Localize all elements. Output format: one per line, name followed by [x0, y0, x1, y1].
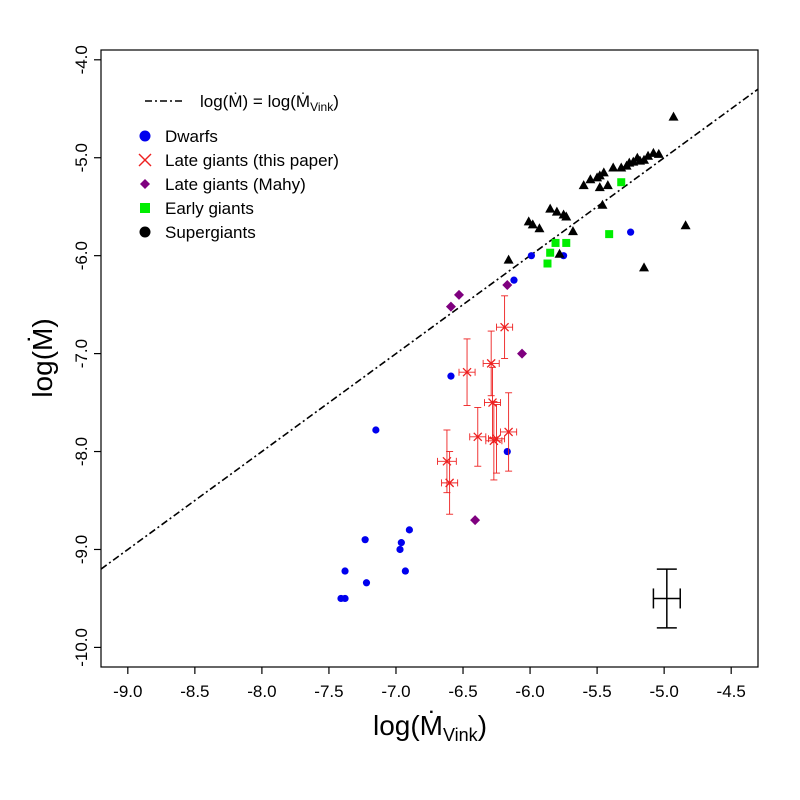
supergiants-point [680, 220, 691, 230]
legend-item-dwarfs: Dwarfs [139, 127, 218, 146]
late-giants-mahy-point [445, 301, 456, 312]
x-tick-label: -8.0 [247, 682, 276, 701]
supergiants-point [608, 162, 619, 172]
y-tick-label: -8.0 [72, 437, 91, 466]
y-axis-title: log(Ṁ) [27, 318, 58, 397]
legend-label: Supergiants [165, 223, 256, 242]
y-tick-label: -6.0 [72, 241, 91, 270]
early-giants-point [551, 238, 560, 247]
dwarfs-point [361, 536, 369, 544]
dwarfs-point [503, 447, 511, 456]
dwarfs-point [627, 228, 635, 236]
data-points [337, 111, 691, 603]
x-tick-label: -9.0 [113, 682, 142, 701]
y-tick-label: -10.0 [72, 628, 91, 667]
plot-frame [100, 49, 759, 668]
dwarfs-point [447, 372, 455, 380]
legend-label: Early giants [165, 199, 254, 218]
supergiants-point [594, 182, 605, 192]
early-giants-point [605, 230, 614, 239]
early-giants-point [543, 259, 552, 268]
dwarfs-point [396, 545, 404, 554]
supergiants-point [561, 211, 572, 221]
legend-line-label: log(Ṁ) = log(ṀVink) [200, 92, 339, 114]
legend-marker [140, 203, 150, 213]
y-axis: -4.0 -5.0 -6.0 -7.0 -8.0 -9.0 -10.0 [72, 45, 101, 667]
x-tick-label: -6.0 [515, 682, 544, 701]
supergiants-point [597, 199, 608, 209]
dwarfs-point [341, 567, 349, 575]
x-tick-label: -5.5 [582, 682, 611, 701]
x-tick-label: -6.5 [448, 682, 477, 701]
dwarfs-point [405, 526, 413, 534]
late-giants-this-paper-point [492, 434, 502, 444]
supergiants-point [534, 223, 545, 233]
legend-marker [140, 179, 150, 189]
late-giants-this-paper-point [488, 398, 497, 408]
dwarfs-point [362, 579, 371, 587]
late-giants-this-paper-point [486, 358, 496, 368]
typical-error-bar [652, 568, 681, 629]
supergiants-point [503, 254, 514, 264]
legend-label: Late giants (Mahy) [165, 175, 306, 194]
late-giants-mahy-point [453, 289, 464, 300]
legend-entries: Dwarfs Late giants (this paper) Late giant… [138, 127, 339, 242]
legend-item-late-giants-this-paper: Late giants (this paper) [138, 151, 339, 170]
supergiants-point [602, 180, 613, 190]
legend-item-late-giants-mahy: Late giants (Mahy) [140, 175, 306, 194]
supergiants-point [639, 262, 650, 272]
late-giants-mahy-point [502, 280, 513, 291]
legend-marker [139, 226, 151, 238]
legend: log(Ṁ) = log(ṀVink) Dwarfs Late giants (t… [138, 92, 339, 242]
x-tick-label: -7.0 [381, 682, 410, 701]
legend-item-supergiants: Supergiants [139, 223, 256, 242]
legend-label: Dwarfs [165, 127, 218, 146]
legend-marker [138, 153, 152, 167]
early-giants-point [562, 238, 571, 247]
early-giants-point [546, 248, 555, 257]
x-axis-title: log(ṀVink) [373, 710, 487, 745]
dwarfs-point [341, 594, 349, 603]
y-tick-label: -7.0 [72, 339, 91, 368]
dwarfs-point [372, 426, 380, 434]
early-giants-point [617, 178, 626, 187]
supergiants-point [567, 226, 578, 236]
x-axis: -9.0 -8.5 -8.0 -7.5 -7.0 -6.5 -6.0 -5.5 -5.0 -4.5 [113, 667, 746, 701]
y-tick-label: -9.0 [72, 535, 91, 564]
supergiants-point [653, 148, 664, 158]
late-giants-this-paper-point [462, 367, 472, 377]
late-giants-this-paper-point [445, 478, 455, 488]
y-tick-label: -4.0 [72, 45, 91, 74]
dwarfs-point [510, 276, 518, 284]
late-giants-this-paper-point [504, 427, 514, 437]
supergiants-point [598, 167, 609, 177]
supergiants-point [578, 180, 589, 190]
late-giants-mahy-point [517, 348, 528, 359]
dwarfs-point [401, 567, 409, 575]
late-giants-mahy-point [470, 515, 481, 526]
x-tick-label: -7.5 [314, 682, 343, 701]
supergiants-point [643, 150, 654, 160]
supergiants-point [554, 248, 565, 258]
x-tick-label: -4.5 [717, 682, 746, 701]
supergiants-point [551, 206, 562, 216]
y-tick-label: -5.0 [72, 143, 91, 172]
supergiants-point [545, 203, 556, 213]
legend-marker [139, 130, 151, 142]
reference-line [101, 88, 758, 570]
late-giants-this-paper-point [473, 432, 483, 442]
supergiants-point [668, 111, 679, 121]
late-giants-this-paper-point [500, 322, 510, 332]
legend-item-early-giants: Early giants [140, 199, 254, 218]
dwarfs-point [527, 252, 536, 260]
x-tick-label: -8.5 [180, 682, 209, 701]
dwarfs-point [397, 539, 405, 547]
supergiants-point [527, 219, 538, 229]
legend-label: Late giants (this paper) [165, 151, 339, 170]
x-tick-label: -5.0 [649, 682, 678, 701]
